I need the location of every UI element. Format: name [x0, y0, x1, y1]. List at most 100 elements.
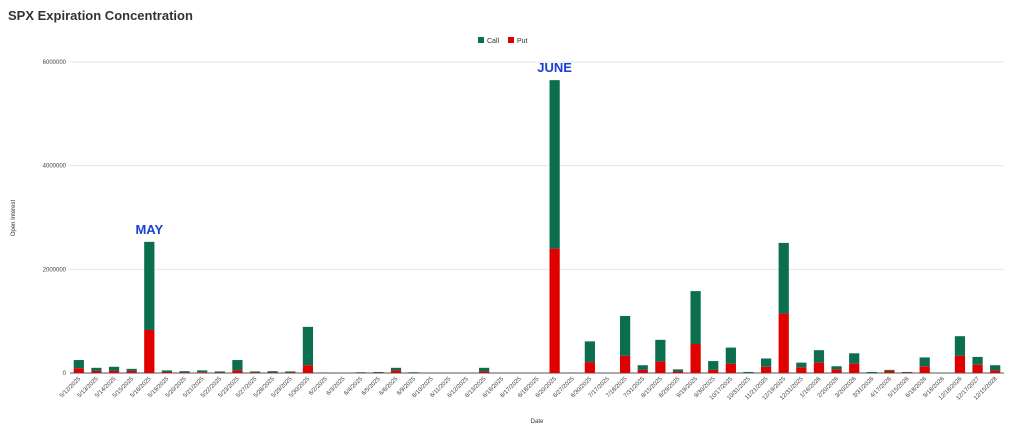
bar-call	[778, 242, 789, 314]
bar-call	[901, 371, 913, 373]
bar-call	[972, 356, 983, 365]
bar-put	[126, 370, 137, 373]
bar-call	[232, 360, 243, 371]
bar-call	[708, 361, 719, 370]
bar-put	[813, 362, 825, 373]
bar-call	[73, 360, 84, 369]
bar-call	[637, 365, 648, 370]
legend-label-put: Put	[517, 38, 528, 45]
bar-put	[954, 355, 966, 373]
bar-call	[796, 362, 807, 368]
bar-call	[285, 371, 296, 373]
bar-call	[813, 350, 825, 363]
bar-call	[743, 371, 754, 373]
annotations: MAY JUNE	[135, 60, 572, 237]
bars	[73, 80, 1001, 373]
bar-call	[144, 241, 155, 330]
bar-put	[584, 362, 595, 373]
bar-call	[249, 371, 261, 373]
bar-call	[567, 372, 578, 373]
legend-swatch-call	[478, 37, 484, 43]
bar-call	[390, 367, 402, 371]
bar-call	[267, 371, 278, 373]
bar-put	[778, 313, 789, 373]
y-tick-label: 4000000	[43, 164, 67, 170]
y-tick-label: 6000000	[43, 60, 67, 66]
bar-call	[373, 371, 384, 373]
bar-call	[725, 347, 736, 364]
bar-call	[866, 371, 877, 373]
y-tick-label: 0	[63, 371, 67, 377]
bar-put	[901, 372, 913, 373]
annotation-label: JUNE	[537, 60, 572, 75]
bar-call	[655, 339, 666, 362]
x-axis-ticks: 5/12/20255/13/20255/14/20255/15/20255/16…	[59, 376, 999, 402]
legend-swatch-put	[508, 37, 514, 43]
bar-call	[214, 371, 225, 373]
bar-put	[990, 370, 1001, 373]
x-axis-label: Date	[531, 419, 544, 425]
bar-put	[972, 364, 983, 373]
bar-put	[655, 361, 666, 373]
bar-call	[126, 368, 137, 371]
bar-put	[285, 372, 296, 373]
bar-put	[708, 369, 719, 373]
bar-put	[549, 248, 560, 373]
legend-label-call: Call	[487, 38, 500, 45]
bar-put	[725, 363, 736, 373]
bar-put	[796, 367, 807, 373]
bar-call	[355, 372, 366, 373]
bar-call	[91, 367, 102, 371]
bar-put	[144, 329, 155, 373]
bar-put	[108, 370, 120, 373]
bar-call	[760, 358, 772, 367]
legend: Call Put	[478, 37, 528, 45]
bar-call	[108, 366, 120, 371]
bar-put	[179, 372, 190, 373]
bar-call	[161, 370, 173, 372]
bar-call	[831, 366, 842, 370]
bar-call	[584, 341, 595, 363]
bar-call	[849, 353, 860, 364]
bar-put	[672, 371, 684, 373]
bar-call	[884, 369, 895, 371]
bar-put	[849, 363, 860, 373]
bar-put	[690, 343, 701, 373]
bar-put	[620, 355, 631, 373]
bar-put	[479, 371, 490, 373]
bar-put	[232, 370, 243, 373]
bar-put	[197, 372, 208, 373]
bar-put	[267, 372, 278, 373]
bar-call	[479, 367, 490, 372]
y-axis-label: Open Interest	[11, 199, 17, 236]
bar-call	[919, 357, 930, 367]
bar-put	[302, 365, 314, 373]
bar-call	[672, 369, 684, 372]
bar-put	[214, 372, 225, 373]
gridlines	[70, 61, 1004, 374]
chart-title: SPX Expiration Concentration	[8, 8, 193, 23]
bar-put	[919, 366, 930, 373]
bar-call	[302, 326, 314, 366]
bar-put	[73, 368, 84, 373]
bar-put	[831, 369, 842, 373]
bar-put	[884, 370, 895, 373]
bar-put	[249, 372, 261, 373]
bar-put	[390, 370, 402, 373]
bar-call	[549, 80, 560, 249]
bar-call	[620, 315, 631, 356]
bar-call	[179, 371, 190, 373]
bar-call	[990, 365, 1001, 371]
bar-put	[760, 366, 772, 373]
y-axis-ticks: 0 2000000 4000000 6000000	[43, 60, 67, 377]
bar-put	[91, 370, 102, 373]
bar-call	[408, 372, 419, 373]
y-tick-label: 2000000	[43, 267, 67, 273]
bar-call	[690, 291, 701, 344]
bar-put	[161, 371, 173, 373]
bar-put	[637, 369, 648, 373]
annotation-label: MAY	[135, 222, 163, 237]
bar-call	[197, 370, 208, 373]
bar-call	[954, 336, 966, 356]
